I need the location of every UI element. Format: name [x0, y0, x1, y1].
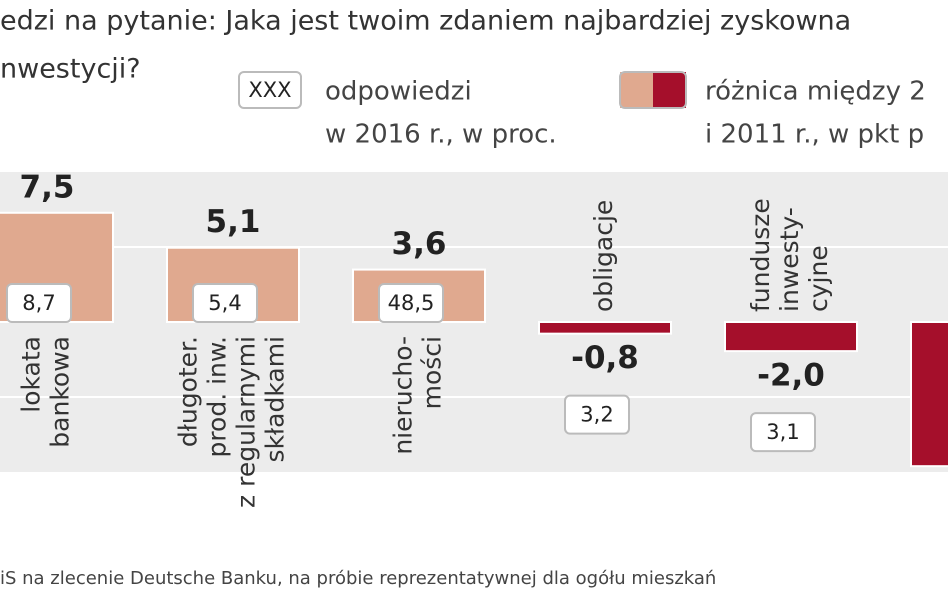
category-label: cyjne — [804, 245, 833, 312]
answer-box — [6, 283, 72, 323]
legend-text: i 2011 r., w pkt p — [705, 120, 924, 150]
legend-swatch-border — [619, 71, 687, 109]
answer-label: 48,5 — [388, 291, 435, 315]
value-label: 5,1 — [206, 204, 261, 240]
answer-box — [750, 412, 816, 453]
legend-swatch — [620, 72, 653, 108]
bar — [910, 321, 948, 468]
legend-sample: XXX — [248, 78, 291, 102]
answer-label: 3,1 — [766, 420, 799, 444]
category-label: składkami — [261, 336, 290, 462]
value-label: 7,5 — [20, 169, 75, 205]
source: iS na zlecenie Deutsche Banku, na próbie… — [0, 568, 716, 589]
bar — [538, 321, 672, 335]
category-label: prod. inw. — [203, 336, 232, 458]
answer-box — [378, 283, 444, 323]
category-label: fundusze — [746, 198, 775, 312]
category-label: długoter. — [174, 336, 203, 447]
value-label: 3,6 — [392, 226, 447, 262]
answer-label: 8,7 — [22, 291, 55, 315]
category-label: z regularnymi — [232, 336, 261, 508]
category-label: obligacje — [589, 200, 618, 312]
answer-label: 5,4 — [208, 291, 241, 315]
title: edzi na pytanie: Jaka jest twoim zdaniem… — [0, 6, 851, 37]
bar — [724, 321, 858, 353]
legend-text: odpowiedzi — [325, 77, 472, 107]
category-label: bankowa — [46, 336, 75, 448]
legend-text: w 2016 r., w proc. — [325, 120, 557, 150]
category-label: lokata — [17, 336, 46, 413]
category-label: inwesty- — [775, 207, 804, 312]
value-label: -2,0 — [757, 358, 825, 394]
title: nwestycji? — [0, 54, 141, 85]
answer-box — [564, 394, 630, 435]
category-label: mości — [418, 336, 447, 409]
value-label: -0,8 — [571, 340, 639, 376]
answer-label: 3,2 — [580, 403, 613, 427]
legend-swatch — [653, 72, 686, 108]
legend-text: różnica między 2 — [705, 77, 926, 107]
legend-box — [238, 71, 302, 109]
answer-box — [192, 283, 258, 323]
category-label: nierucho- — [389, 336, 418, 455]
